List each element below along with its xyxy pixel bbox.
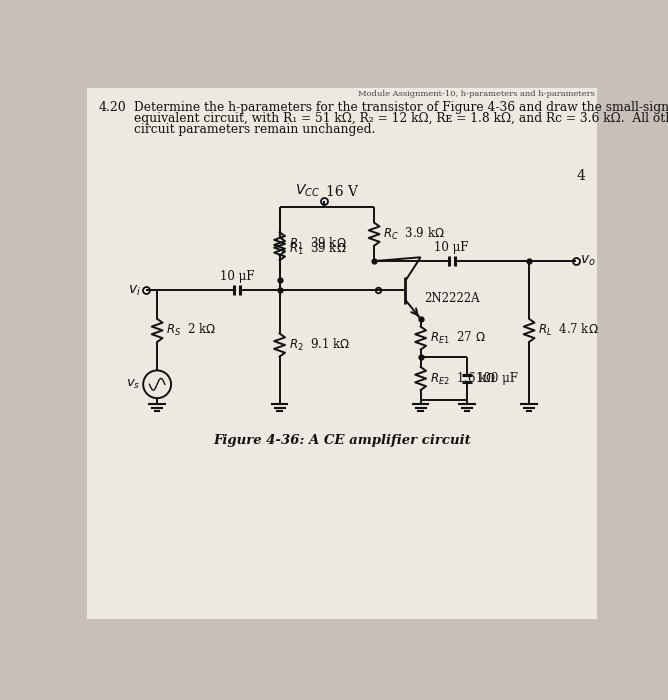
Text: 100 μF: 100 μF — [476, 372, 518, 385]
Text: 4.20: 4.20 — [99, 101, 127, 114]
Text: $R_S$  2 k$\Omega$: $R_S$ 2 k$\Omega$ — [166, 322, 216, 338]
Text: $R_1$  39 k$\Omega$: $R_1$ 39 k$\Omega$ — [289, 241, 347, 257]
Text: Determine the h-parameters for the transistor of Figure 4-36 and draw the small-: Determine the h-parameters for the trans… — [134, 101, 668, 114]
Text: 2N2222A: 2N2222A — [424, 292, 480, 305]
Text: 4: 4 — [577, 169, 586, 183]
Text: circuit parameters remain unchanged.: circuit parameters remain unchanged. — [134, 122, 375, 136]
FancyBboxPatch shape — [88, 88, 597, 619]
Text: 10 μF: 10 μF — [220, 270, 255, 283]
Text: $R_L$  4.7 k$\Omega$: $R_L$ 4.7 k$\Omega$ — [538, 322, 599, 338]
Text: $V_{CC}$: $V_{CC}$ — [295, 182, 320, 199]
Text: $R_1$  39 k$\Omega$: $R_1$ 39 k$\Omega$ — [289, 236, 347, 252]
Text: 16 V: 16 V — [326, 185, 358, 199]
Text: $R_C$  3.9 k$\Omega$: $R_C$ 3.9 k$\Omega$ — [383, 226, 446, 242]
Text: equivalent circuit, with R₁ = 51 kΩ, R₂ = 12 kΩ, Rᴇ = 1.8 kΩ, and Rc = 3.6 kΩ.  : equivalent circuit, with R₁ = 51 kΩ, R₂ … — [134, 112, 668, 125]
Text: $v_o$: $v_o$ — [580, 254, 595, 268]
Text: $R_{E2}$  1.6 k$\Omega$: $R_{E2}$ 1.6 k$\Omega$ — [430, 370, 496, 386]
Text: Figure 4-36: A CE amplifier circuit: Figure 4-36: A CE amplifier circuit — [214, 434, 471, 447]
Text: Module Assignment-10, h-parameters and h-parameters: Module Assignment-10, h-parameters and h… — [358, 90, 595, 98]
Text: $v_i$: $v_i$ — [128, 284, 141, 298]
Text: $R_{E1}$  27 $\Omega$: $R_{E1}$ 27 $\Omega$ — [430, 330, 486, 346]
Text: $v_s$: $v_s$ — [126, 378, 140, 391]
Text: 10 μF: 10 μF — [434, 241, 469, 254]
Text: $R_2$  9.1 k$\Omega$: $R_2$ 9.1 k$\Omega$ — [289, 337, 350, 353]
